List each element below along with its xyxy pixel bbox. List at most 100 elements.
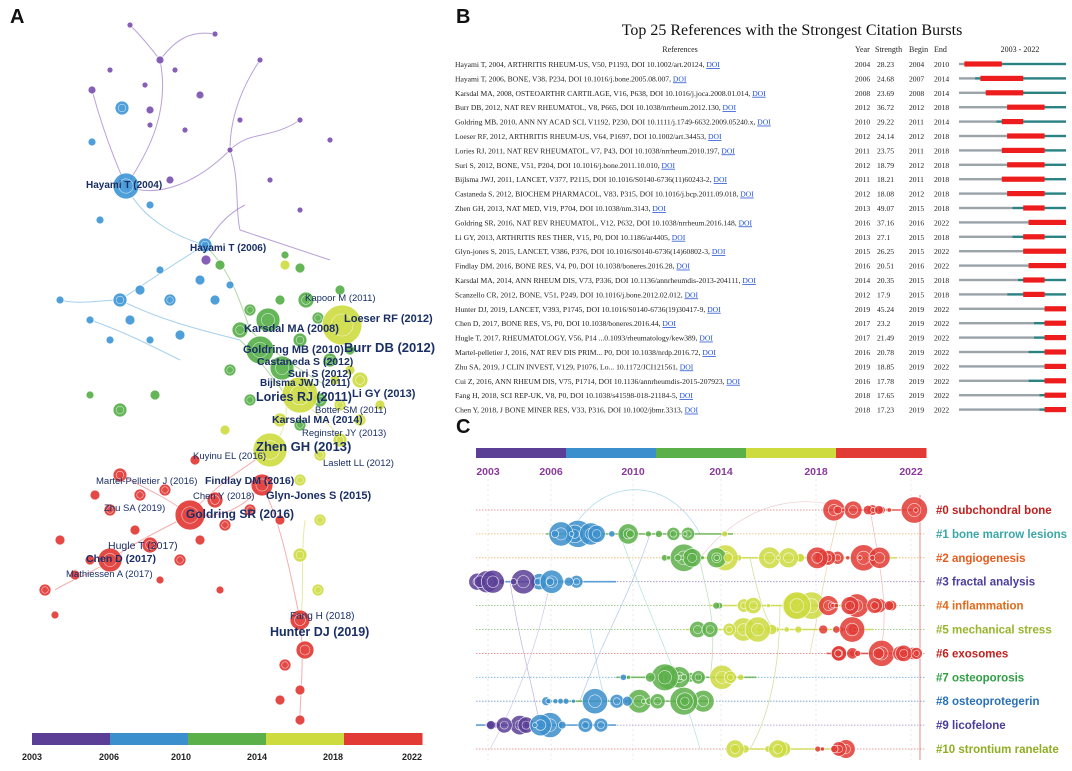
network-edge: [125, 59, 164, 187]
network-node: [236, 116, 244, 124]
burst-segment: [985, 90, 1024, 96]
doi-link[interactable]: DOI: [685, 290, 699, 299]
burst-strength: 23.69: [877, 89, 894, 98]
doi-link[interactable]: DOI: [752, 89, 766, 98]
doi-link[interactable]: DOI: [714, 175, 728, 184]
node-label: Zhen GH (2013): [256, 439, 351, 454]
timeline-node: [680, 526, 696, 541]
timeline-colorbar-segment: [656, 448, 747, 458]
doi-link[interactable]: DOI: [707, 305, 721, 314]
network-node: [209, 294, 221, 306]
network-node: [38, 583, 52, 597]
colorbar-year: 2006: [99, 752, 119, 762]
node-label: Findlay DM (2016): [205, 475, 294, 487]
network-node-ring: [226, 366, 234, 374]
doi-link[interactable]: DOI: [723, 103, 737, 112]
burst-strength: 20.78: [877, 348, 894, 357]
node-label: Chen D (2017): [86, 553, 156, 565]
network-node-ring: [115, 405, 125, 415]
colorbar-segment: [344, 733, 423, 745]
doi-link[interactable]: DOI: [685, 406, 699, 415]
network-node: [181, 126, 189, 134]
burst-end: 2022: [934, 406, 949, 415]
burst-strength: 45.24: [877, 305, 894, 314]
network-node: [344, 344, 356, 356]
burst-bar: [985, 91, 1066, 94]
burst-reference: Li GY, 2013, ARTHRITIS RES THER, V15, P0…: [455, 233, 686, 242]
burst-reference: Karsdal MA, 2014, ANN RHEUM DIS, V73, P3…: [455, 276, 756, 285]
timeline-node: [581, 688, 609, 715]
network-node-ring: [294, 614, 306, 626]
burst-end: 2022: [934, 247, 949, 256]
doi-link[interactable]: DOI: [662, 161, 676, 170]
timeline-node: [558, 720, 567, 730]
network-node-ring: [246, 506, 254, 514]
doi-link[interactable]: DOI: [680, 362, 694, 371]
network-node-ring: [296, 421, 304, 429]
network-node-ring: [296, 476, 304, 484]
burst-reference: Goldring SR, 2016, NAT REV RHEUMATOL, V1…: [455, 218, 753, 227]
doi-link[interactable]: DOI: [740, 190, 754, 199]
doi-link[interactable]: DOI: [702, 348, 716, 357]
doi-link[interactable]: DOI: [652, 204, 666, 213]
doi-link[interactable]: DOI: [721, 146, 735, 155]
burst-title: Top 25 References with the Strongest Cit…: [622, 22, 963, 39]
burst-segment: [1001, 176, 1045, 182]
burst-strength: 29.22: [877, 118, 894, 127]
network-node-ring: [316, 516, 324, 524]
doi-link[interactable]: DOI: [757, 118, 771, 127]
doi-link[interactable]: DOI: [699, 334, 713, 343]
burst-header: References Year Strength Begin End 2003 - 202…: [662, 45, 1039, 54]
burst-reference: Fang H, 2018, SCI REP-UK, V8, P0, DOI 10…: [455, 391, 693, 400]
doi-link[interactable]: DOI: [672, 233, 686, 242]
timeline-node: [830, 744, 839, 754]
timeline-node-ring: [899, 648, 909, 658]
network-edge: [239, 229, 331, 261]
burst-begin: 2012: [909, 132, 924, 141]
network-node: [55, 295, 65, 305]
burst-pre-bar: [959, 336, 1034, 339]
burst-end: 2022: [934, 319, 949, 328]
burst-end: 2022: [934, 262, 949, 271]
network-node-ring: [275, 361, 289, 375]
timeline-node-ring: [653, 697, 662, 706]
timeline-node-ring: [730, 744, 740, 754]
burst-segment: [980, 75, 1024, 81]
node-label: Glyn-Jones S (2015): [266, 490, 371, 502]
doi-link[interactable]: DOI: [706, 60, 720, 69]
timeline-node: [857, 555, 863, 561]
doi-link[interactable]: DOI: [662, 319, 676, 328]
network-node: [326, 136, 334, 144]
burst-end: 2018: [934, 146, 949, 155]
burst-row: Zhen GH, 2013, NAT MED, V19, P704, DOI 1…: [455, 204, 1066, 213]
doi-link[interactable]: DOI: [673, 74, 687, 83]
burst-year: 2018: [855, 406, 870, 415]
network-node: [214, 259, 226, 271]
doi-link[interactable]: DOI: [712, 247, 726, 256]
burst-end: 2018: [934, 276, 949, 285]
burst-strength: 28.23: [877, 60, 894, 69]
burst-begin: 2015: [909, 276, 924, 285]
cluster-label: #1 bone marrow lesions: [936, 529, 1067, 541]
burst-year: 2012: [855, 190, 870, 199]
network-nodes: [38, 21, 386, 726]
timeline-node-ring: [705, 625, 715, 634]
timeline-node: [723, 670, 737, 684]
node-label: Burr DB (2012): [344, 340, 435, 355]
burst-end: 2010: [934, 60, 949, 69]
burst-begin: 2016: [909, 218, 924, 227]
burst-year: 2012: [855, 103, 870, 112]
timeline-node: [674, 554, 682, 562]
doi-link[interactable]: DOI: [708, 132, 722, 141]
network-node: [274, 514, 286, 526]
doi-link[interactable]: DOI: [742, 276, 756, 285]
burst-reference: Burr DB, 2012, NAT REV RHEUMATOL, V8, P6…: [455, 103, 737, 112]
timeline-node-ring: [763, 552, 776, 564]
timeline-node-ring: [669, 530, 678, 538]
doi-link[interactable]: DOI: [739, 218, 753, 227]
network-node: [106, 66, 114, 74]
doi-link[interactable]: DOI: [726, 377, 740, 386]
node-label: Mathiessen A (2017): [66, 569, 153, 580]
doi-link[interactable]: DOI: [679, 391, 693, 400]
doi-link[interactable]: DOI: [676, 262, 690, 271]
